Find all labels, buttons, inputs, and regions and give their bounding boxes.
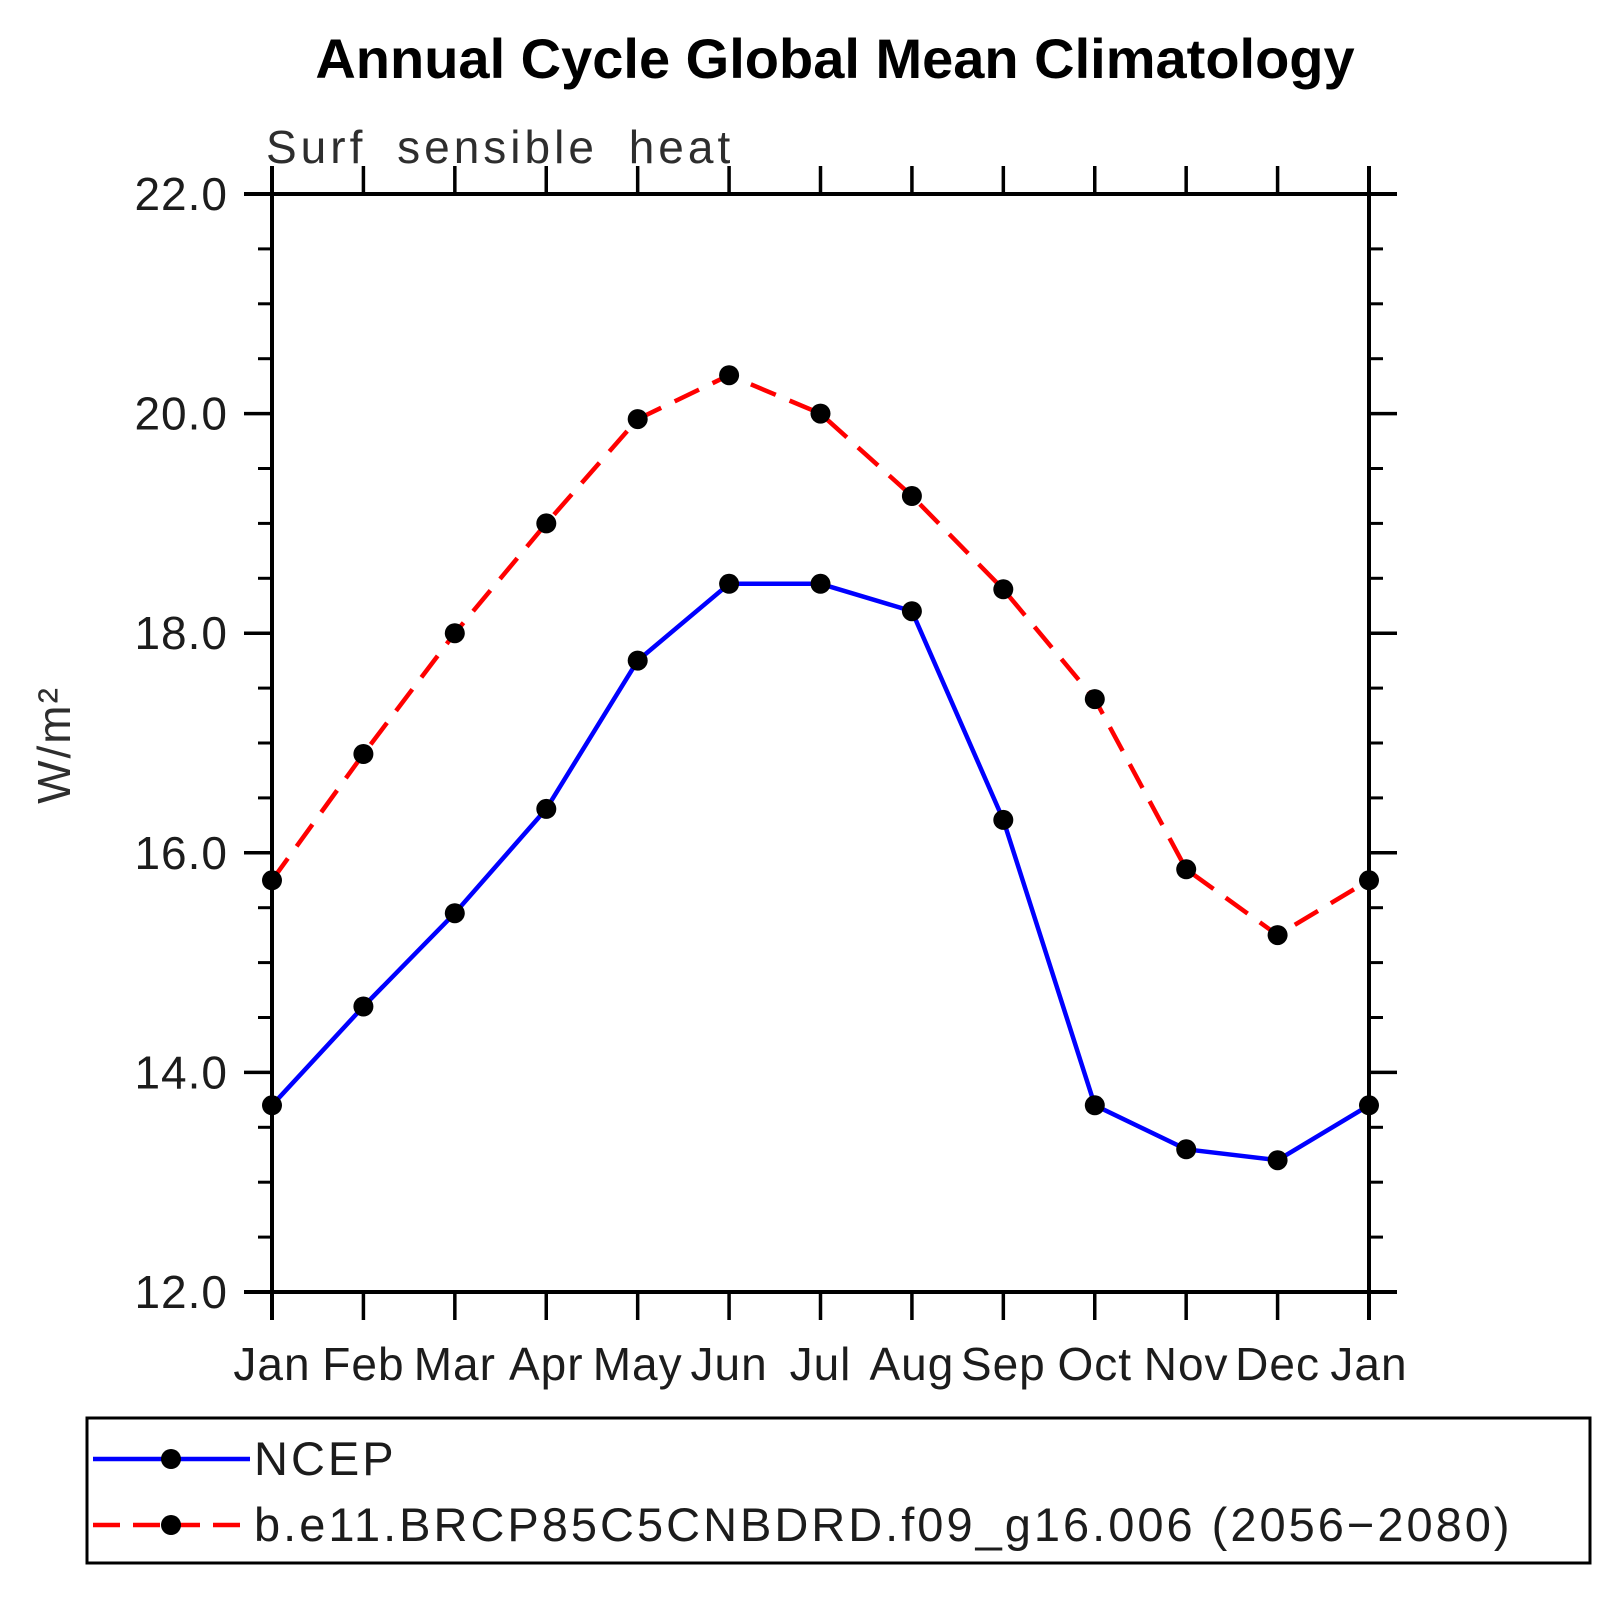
legend-entry: b.e11.BRCP85C5CNBDRD.f09_g16.006 (2056−2… <box>93 1498 1513 1551</box>
x-axis-tick-label: Sep <box>961 1338 1046 1390</box>
y-axis-tick-label: 22.0 <box>134 168 228 220</box>
chart-subtitle: Surf sensible heat <box>266 121 734 173</box>
x-axis-tick-label: Jul <box>790 1338 852 1390</box>
x-axis-tick-label: Oct <box>1057 1338 1132 1390</box>
series-0-marker <box>262 1095 282 1116</box>
series-0-marker <box>1084 1095 1105 1116</box>
x-axis-tick-label: May <box>593 1338 683 1390</box>
legend-label: b.e11.BRCP85C5CNBDRD.f09_g16.006 (2056−2… <box>254 1498 1513 1551</box>
series-1-marker <box>536 513 557 534</box>
x-axis-tick-label: Jan <box>1330 1338 1407 1390</box>
series-1-marker <box>262 870 282 891</box>
legend-marker <box>161 1449 181 1469</box>
series-1-marker <box>810 403 831 424</box>
series-1-line <box>270 372 1371 938</box>
legend-label: NCEP <box>254 1432 397 1485</box>
series-0-marker <box>719 573 740 594</box>
x-axis-tick-label: Mar <box>414 1338 496 1390</box>
series-1-marker <box>444 623 465 644</box>
y-axis-label: W/m² <box>28 686 80 804</box>
series-1-marker <box>1359 870 1379 891</box>
x-axis-tick-label: Feb <box>322 1338 404 1390</box>
y-axis-tick-label: 12.0 <box>134 1266 228 1318</box>
series-1-marker <box>1176 859 1197 880</box>
chart-title: Annual Cycle Global Mean Climatology <box>315 27 1354 90</box>
series-0-marker <box>901 601 922 622</box>
series-1-marker <box>627 409 648 430</box>
series-1 <box>262 365 1379 946</box>
legend-box <box>85 1416 1592 1565</box>
series-1-marker <box>353 744 374 764</box>
legend-entry: NCEP <box>93 1432 397 1485</box>
legend: NCEP b.e11.BRCP85C5CNBDRD.f09_g16.006 (20… <box>85 1416 1592 1565</box>
series-0-marker <box>353 996 374 1017</box>
y-axis-tick-label: 20.0 <box>134 388 228 440</box>
series-0-marker <box>993 809 1014 830</box>
series-0-marker <box>444 903 465 924</box>
x-axis-tick-label: Jan <box>233 1338 310 1390</box>
series-group <box>262 365 1379 1171</box>
series-0-marker <box>1359 1095 1379 1116</box>
x-axis-tick-label: Apr <box>509 1338 584 1390</box>
x-axis-tick-label: Aug <box>869 1338 954 1390</box>
series-0-line <box>270 581 1371 1163</box>
series-1-marker <box>719 365 740 386</box>
series-0-marker <box>536 798 557 819</box>
y-axis-tick-label: 16.0 <box>134 827 228 879</box>
series-1-marker <box>901 486 922 506</box>
x-axis-tick-label: Dec <box>1235 1338 1320 1390</box>
legend-marker <box>161 1515 181 1535</box>
series-0-marker <box>627 650 648 671</box>
x-axis-tick-label: Jun <box>690 1338 767 1390</box>
series-0-marker <box>1267 1150 1288 1171</box>
series-1-marker <box>993 579 1014 600</box>
series-1-marker <box>1084 689 1105 710</box>
y-axis-tick-label: 14.0 <box>134 1046 228 1098</box>
series-1-marker <box>1267 925 1288 946</box>
y-axis-tick-label: 18.0 <box>134 607 228 659</box>
series-0-marker <box>1176 1139 1197 1160</box>
plot-axes <box>244 166 1397 1320</box>
series-0-marker <box>810 573 831 594</box>
series-0 <box>262 573 1379 1171</box>
x-axis-tick-label: Nov <box>1144 1338 1229 1390</box>
